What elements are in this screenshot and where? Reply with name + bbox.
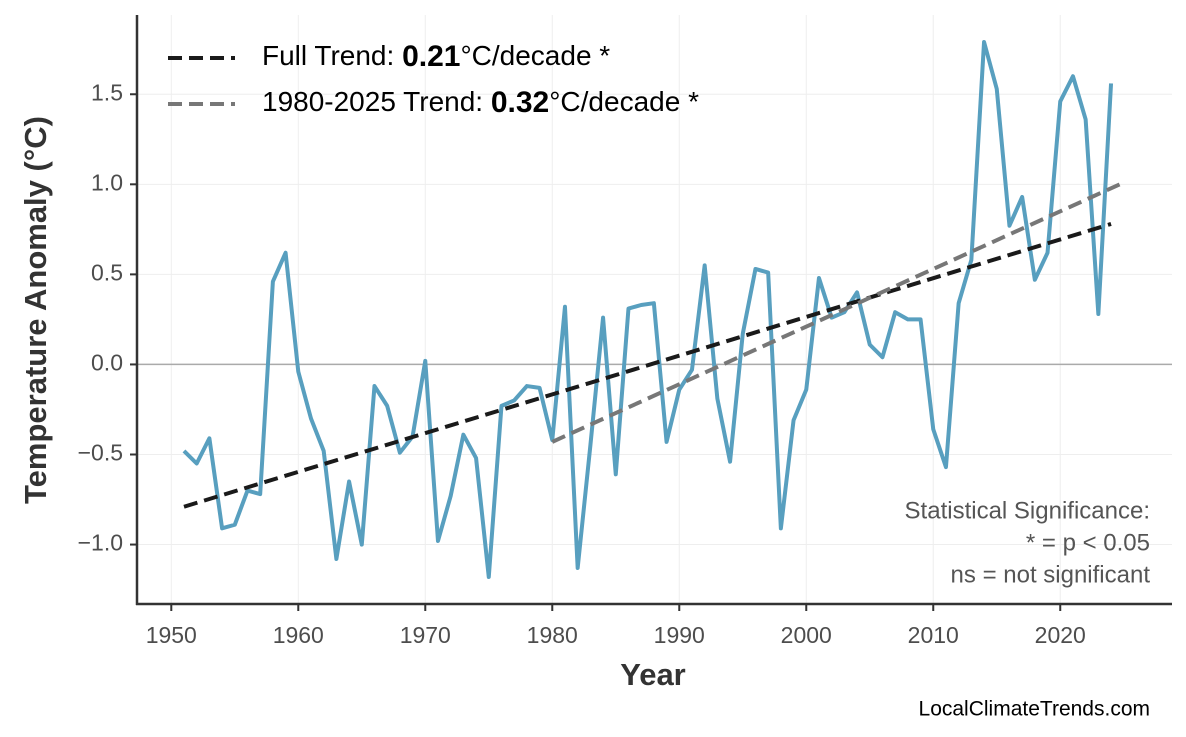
y-tick-label: 1.0: [91, 169, 123, 195]
source: LocalClimateTrends.com: [919, 698, 1150, 721]
annotation: ns = not significant: [951, 561, 1151, 588]
x-tick-label: 1980: [527, 622, 578, 648]
legend-text: °C/decade *: [460, 40, 610, 71]
trend-line: [183, 222, 1112, 509]
x-tick-label: 1990: [654, 622, 705, 648]
x-tick-label: 1950: [146, 622, 197, 648]
legend-label: Full Trend: 0.21°C/decade *: [262, 40, 610, 73]
y-tick-label: 1.5: [91, 79, 123, 105]
legend-text: Full Trend:: [262, 40, 402, 71]
x-tick-label: 2010: [908, 622, 959, 648]
x-tick-label: 2020: [1035, 622, 1086, 648]
x-axis-label: Year: [620, 657, 686, 692]
legend-text: 0.21: [402, 40, 460, 73]
data-line: [182, 40, 1114, 579]
x-tick-label: 1970: [400, 622, 451, 648]
trend-line: [551, 180, 1125, 444]
y-axis-label: Temperature Anomaly (°C): [18, 116, 53, 504]
annotation: * = p < 0.05: [1026, 529, 1150, 556]
legend-text: °C/decade *: [549, 86, 699, 117]
legend-text: 1980-2025 Trend:: [262, 86, 491, 117]
x-tick-label: 2000: [781, 622, 832, 648]
y-tick-label: −1.0: [78, 530, 123, 556]
annotation: Statistical Significance:: [905, 497, 1150, 524]
y-tick-label: 0.5: [91, 259, 123, 285]
y-tick-label: 0.0: [91, 350, 123, 376]
x-tick-label: 1960: [273, 622, 324, 648]
y-tick-label: −0.5: [78, 440, 123, 466]
legend-text: 0.32: [491, 86, 549, 119]
legend-label: 1980-2025 Trend: 0.32°C/decade *: [262, 86, 699, 119]
